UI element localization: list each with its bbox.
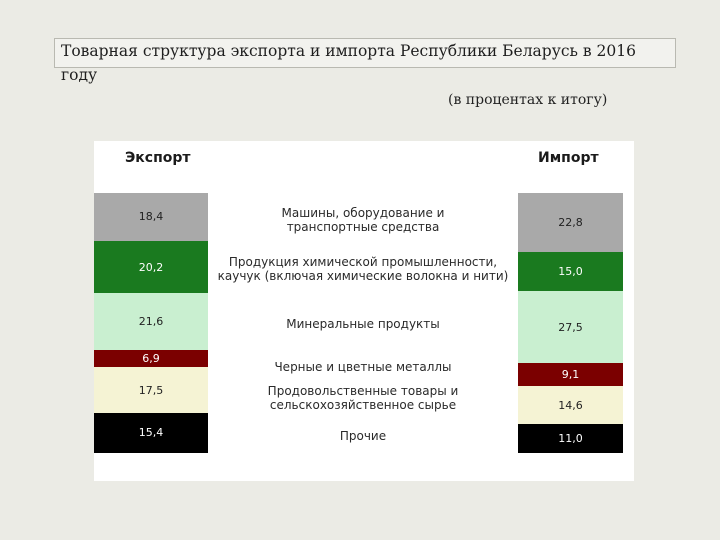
import-value-label: 11,0 — [558, 432, 583, 446]
import-segment-4: 9,1 — [518, 362, 623, 387]
export-segment-1: 18,4 — [94, 193, 208, 241]
import-segment-2: 15,0 — [518, 252, 623, 292]
title-line-2: году — [61, 66, 98, 84]
export-value-label: 21,6 — [138, 314, 164, 328]
import-value-label: 22,8 — [558, 216, 583, 230]
export-value-label: 15,4 — [138, 426, 164, 440]
import-value-label: 9,1 — [561, 368, 580, 382]
export-segment-2: 20,2 — [94, 240, 208, 294]
category-label: Минеральные продукты — [286, 317, 440, 332]
import-value-label: 15,0 — [558, 265, 583, 279]
chart-subtitle: (в процентах к итогу) — [448, 92, 608, 108]
export-segment-5: 17,5 — [94, 367, 208, 413]
export-value-label: 18,4 — [138, 210, 164, 224]
category-label: Прочие — [339, 428, 387, 443]
import-value-label: 14,6 — [558, 398, 583, 412]
import-segment-3: 27,5 — [518, 291, 623, 363]
export-segment-6: 15,4 — [94, 412, 208, 453]
export-value-label: 20,2 — [138, 260, 164, 274]
category-label: Черные и цветные металлы — [274, 359, 452, 374]
export-column-header: Экспорт — [125, 150, 191, 166]
export-value-label: 6,9 — [142, 351, 160, 365]
chart-panel: Экспорт Импорт 18,4 20,2 21,6 6,9 17,5 15,4 22… — [94, 141, 634, 481]
import-segment-5: 14,6 — [518, 386, 623, 425]
export-segment-3: 21,6 — [94, 293, 208, 350]
category-label: Продовольственные товары и сельскохозяйс… — [267, 383, 459, 412]
title-line-1: Товарная структура экспорта и импорта Ре… — [61, 42, 636, 60]
category-label: Машины, оборудование и транспортные сред… — [281, 205, 445, 234]
import-segment-1: 22,8 — [518, 193, 623, 253]
slide-title: Товарная структура экспорта и импорта Ре… — [54, 38, 676, 84]
category-label: Продукция химической промышленности, кау… — [217, 255, 509, 284]
export-value-label: 17,5 — [138, 383, 164, 397]
import-column-header: Импорт — [538, 150, 599, 166]
export-segment-4: 6,9 — [94, 349, 208, 368]
import-segment-6: 11,0 — [518, 424, 623, 453]
import-value-label: 27,5 — [558, 320, 583, 334]
